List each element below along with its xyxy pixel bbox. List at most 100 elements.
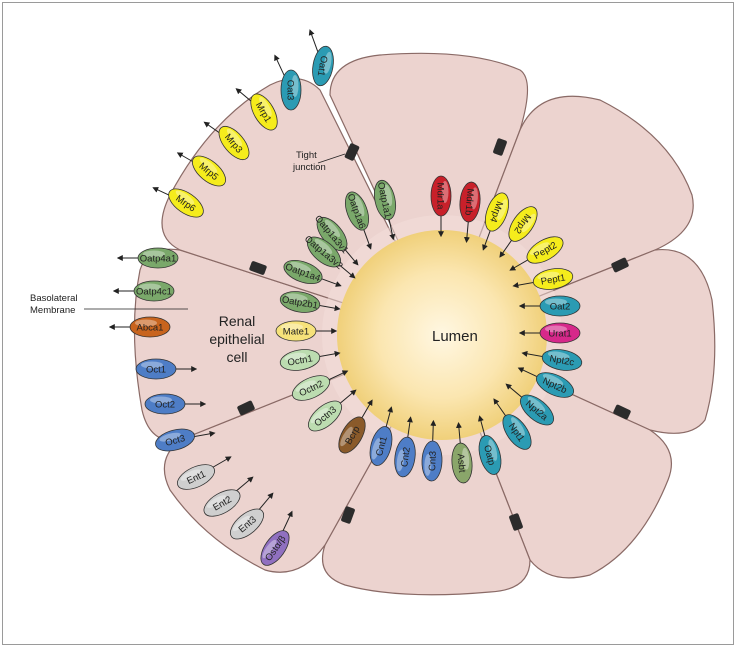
transporter-urat1: Urat1 (518, 322, 581, 344)
transporter-label: Oat2 (550, 302, 571, 313)
tight-junction-pointer (317, 153, 346, 164)
tight-junction-5 (509, 513, 523, 531)
transporter-body (168, 188, 204, 218)
basolateral-label-line1: Basolateral (30, 293, 78, 304)
transporter-oatp1a4: Oatp1a4 (283, 259, 342, 287)
transporter-body (344, 191, 370, 231)
epithelial-cell-3 (441, 249, 716, 434)
transporter-body (430, 175, 452, 217)
transporter-label: Urat1 (548, 329, 571, 340)
transporter-bcrp: Bcrp (338, 399, 373, 454)
tight-junction-label-line2: junction (292, 162, 326, 173)
transporter-label: Npt2c (549, 353, 576, 368)
transporter-label: Pept1 (540, 272, 566, 287)
transporter-mdr1a: Mdr1a (430, 175, 452, 238)
transporter-body (519, 394, 555, 426)
transporter-oct3: Oct3 (155, 428, 216, 452)
transporter-body (283, 259, 323, 285)
transporter-body (191, 155, 227, 187)
cell-label-line2: epithelial (209, 331, 264, 347)
transporter-label: Oct3 (164, 433, 186, 449)
transporter-body (155, 428, 195, 452)
transporter-oatp2b1: Oatp2b1 (279, 291, 341, 313)
transporter-label: Cnt3 (427, 451, 439, 471)
transporter-label: Oatp4c1 (136, 287, 172, 298)
tight-junction-6 (341, 506, 355, 524)
basolateral-label-line2: Membrane (30, 305, 75, 316)
transporter-body (280, 69, 302, 111)
transporter-body (306, 236, 342, 268)
transporter-abca1: Abca1 (108, 316, 171, 338)
transporter-label: Mdr1b (462, 188, 475, 216)
transporter-mrp3: Mrp3 (203, 121, 250, 161)
transporter-npt1: Npt1 (493, 398, 532, 450)
transporter-asbt: Asbt (451, 421, 473, 484)
transporter-ent1: Ent1 (176, 456, 232, 490)
transporter-octn2: Octn2 (291, 370, 349, 401)
transporter-label: Asbt (455, 453, 468, 473)
transporter-body (279, 349, 321, 371)
transporter-body (532, 268, 574, 290)
transporter-label: Oct2 (155, 400, 175, 411)
transporter-label: Oat3 (285, 80, 296, 101)
transporter-body (541, 349, 583, 371)
transporter-body (539, 322, 581, 344)
transporter-body (502, 414, 532, 450)
transporter-oat2: Oat2 (518, 295, 581, 317)
transporter-cnt2: Cnt2 (394, 416, 416, 478)
transporter-label: Mdr1a (435, 183, 446, 211)
transporter-oatp1a6: Oatp1a6 (344, 191, 372, 250)
lumen-label: Lumen (432, 328, 478, 345)
tight-junction-1 (344, 143, 360, 161)
lumen (337, 230, 547, 440)
transporter-body (137, 247, 179, 269)
transporter-body (218, 125, 250, 161)
transporter-octn1: Octn1 (279, 349, 341, 371)
transporter-body (275, 320, 317, 342)
transporter-body (421, 440, 443, 482)
transporter-body (144, 393, 186, 415)
transporter-label: Oat1 (315, 55, 329, 77)
transporter-body (307, 400, 343, 432)
tight-junction-3 (611, 257, 629, 273)
transporter-body (135, 358, 177, 380)
transporter-mrp6: Mrp6 (152, 187, 204, 218)
transporter-oct2: Oct2 (144, 393, 207, 415)
transporter-oatp4a1: Oatp4a1 (116, 247, 179, 269)
tight-junction-2 (493, 138, 507, 156)
transporter-body (526, 236, 564, 264)
transporter-cnt3: Cnt3 (421, 419, 443, 482)
transporter-oatp4c1: Oatp4c1 (112, 280, 175, 302)
transporter-pept1: Pept1 (512, 268, 574, 290)
transporter-label: Octn1 (287, 353, 314, 368)
transporter-oat3: Oat3 (274, 54, 302, 111)
transporter-body (484, 192, 510, 232)
transporter-ent2: Ent2 (203, 476, 254, 517)
transporter-body (260, 530, 290, 566)
transporter-pept2: Pept2 (509, 236, 564, 271)
transporter-label: Cnt1 (374, 435, 390, 457)
transporter-oatp: Oatp (477, 415, 502, 475)
transporter-label: Oatp4a1 (140, 254, 176, 265)
transporter-mdr1b: Mdr1b (459, 181, 481, 244)
transporter-label: Oct1 (146, 365, 166, 376)
transporter-body (129, 316, 171, 338)
transporter-body (373, 179, 397, 221)
transporter-label: Abca1 (137, 323, 164, 334)
transporter-ent3: Ent3 (229, 492, 274, 540)
transporter-npt2c: Npt2c (521, 349, 583, 371)
transporter-body (338, 416, 366, 454)
cell-label-line3: cell (226, 349, 247, 365)
transporter-label: Mate1 (283, 327, 309, 338)
tight-junction-label-line1: Tight (296, 150, 317, 161)
transporter-npt2b: Npt2b (517, 367, 575, 398)
transporter-body (250, 93, 278, 131)
transporter-cnt1: Cnt1 (369, 406, 394, 466)
transporter-body (291, 375, 331, 401)
tight-junctions (237, 138, 631, 531)
transporter-body (539, 295, 581, 317)
transporter-oct1: Oct1 (135, 358, 198, 380)
tight-junction-7 (237, 400, 255, 416)
tight-junction-4 (613, 404, 631, 420)
